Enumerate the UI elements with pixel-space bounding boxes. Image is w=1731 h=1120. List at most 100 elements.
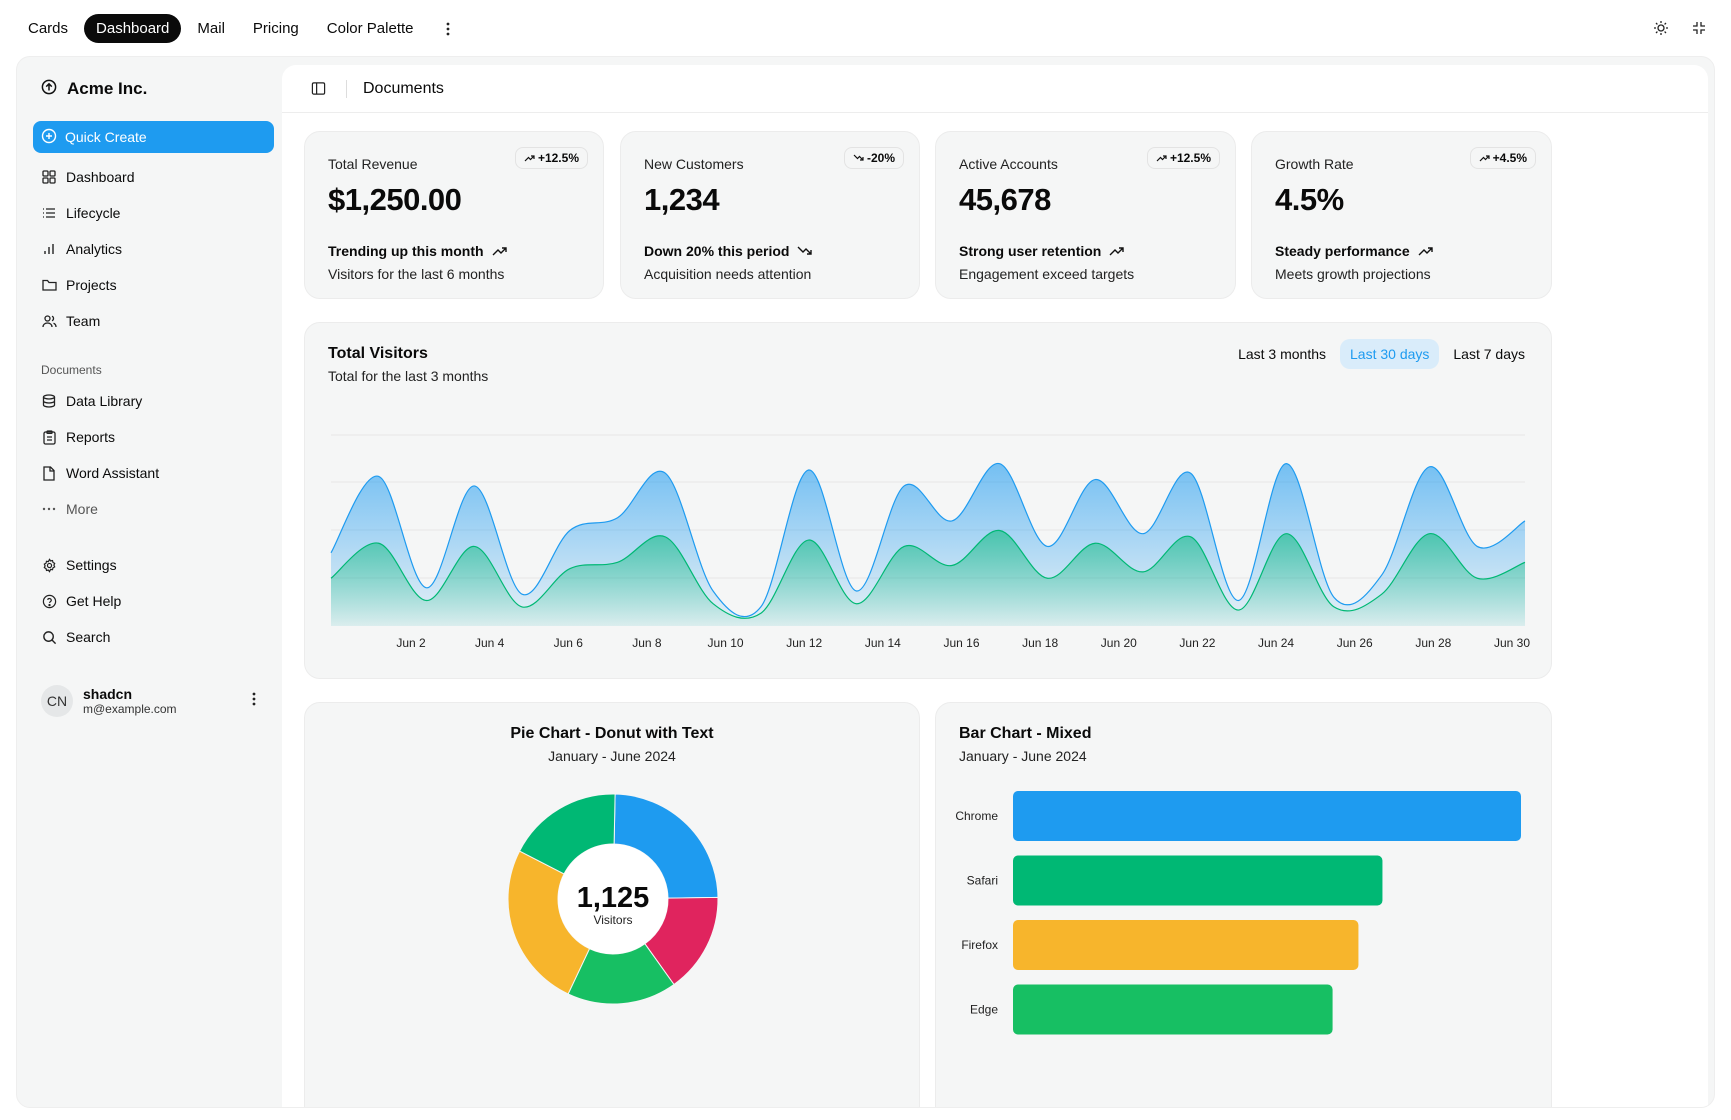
total-visitors-card: Total Visitors Total for the last 3 mont… xyxy=(304,322,1552,679)
sidebar-item-projects[interactable]: Projects xyxy=(33,267,266,303)
top-nav-mail[interactable]: Mail xyxy=(197,20,225,37)
stat-value: 45,678 xyxy=(959,182,1051,217)
sun-icon[interactable] xyxy=(1649,16,1673,40)
sidebar-item-team[interactable]: Team xyxy=(33,303,266,339)
x-tick-label: Jun 10 xyxy=(708,636,744,650)
sidebar-item-get-help[interactable]: Get Help xyxy=(33,583,266,619)
x-tick-label: Jun 24 xyxy=(1258,636,1294,650)
x-tick-label: Jun 28 xyxy=(1415,636,1451,650)
donut-total: 1,125 xyxy=(577,882,650,914)
donut-hole xyxy=(558,844,668,954)
app-frame: Acme Inc. Quick Create Dashboard Lifecyc… xyxy=(16,56,1715,1108)
stat-label: Growth Rate xyxy=(1275,156,1354,172)
stat-badge: +12.5% xyxy=(514,147,588,169)
quick-create-button[interactable]: Quick Create xyxy=(33,121,274,153)
bar-label: Safari xyxy=(967,874,998,888)
top-nav-cards[interactable]: Cards xyxy=(28,20,69,37)
more-vertical-icon[interactable] xyxy=(252,692,256,711)
chart-subtitle: January - June 2024 xyxy=(548,748,676,764)
bar-chart-card: Bar Chart - Mixed January - June 2024 Ch… xyxy=(935,702,1552,1107)
minimize-icon[interactable] xyxy=(1687,16,1711,40)
x-tick-label: Jun 4 xyxy=(475,636,505,650)
donut-chart: 1,125 Visitors xyxy=(507,793,719,1005)
bar-edge[interactable] xyxy=(1013,984,1333,1035)
pie-slice-safari[interactable] xyxy=(518,793,616,875)
sidebar-item-settings[interactable]: Settings xyxy=(33,547,266,583)
stat-trend-text: Trending up this month xyxy=(328,243,484,259)
sidebar-item-analytics[interactable]: Analytics xyxy=(33,231,266,267)
range-toggle-group: Last 3 months Last 30 days Last 7 days xyxy=(1228,339,1535,369)
bar-chart: Chrome Safari Firefox Edge xyxy=(955,791,1521,1035)
x-tick-label: Jun 20 xyxy=(1101,636,1137,650)
bar-label: Chrome xyxy=(955,809,998,823)
stat-badge-value: +12.5% xyxy=(1169,151,1211,165)
stat-trend-text: Strong user retention xyxy=(959,243,1102,259)
main-header: Documents xyxy=(282,65,1708,113)
top-nav-dashboard[interactable]: Dashboard xyxy=(84,14,182,43)
clipboard-icon xyxy=(41,429,57,445)
sidebar: Acme Inc. Quick Create Dashboard Lifecyc… xyxy=(17,57,282,1107)
stat-label: Total Revenue xyxy=(328,156,418,172)
range-last-7-days[interactable]: Last 7 days xyxy=(1453,346,1525,362)
sidebar-item-word-assistant[interactable]: Word Assistant xyxy=(33,455,266,491)
sidebar-item-label: Search xyxy=(66,629,111,645)
stat-trend-text: Steady performance xyxy=(1275,243,1410,259)
trending-up-icon xyxy=(1479,151,1490,165)
header-divider xyxy=(346,79,347,98)
brand[interactable]: Acme Inc. xyxy=(33,73,266,105)
sidebar-item-reports[interactable]: Reports xyxy=(33,419,266,455)
search-icon xyxy=(41,629,57,645)
stat-sub: Engagement exceed targets xyxy=(959,266,1135,282)
sidebar-bottom-nav: Settings Get Help Search xyxy=(33,547,266,655)
user-menu[interactable]: CN shadcn m@example.com xyxy=(33,679,266,723)
stat-sub: Visitors for the last 6 months xyxy=(328,266,505,282)
stat-badge: +12.5% xyxy=(1146,147,1220,169)
sidebar-item-label: More xyxy=(66,501,98,517)
quick-create-label: Quick Create xyxy=(65,129,147,145)
sidebar-toggle-icon[interactable] xyxy=(306,77,330,101)
sidebar-item-label: Projects xyxy=(66,277,117,293)
sidebar-item-dashboard[interactable]: Dashboard xyxy=(33,159,266,195)
top-nav-color-palette[interactable]: Color Palette xyxy=(326,20,414,37)
range-last-30-days[interactable]: Last 30 days xyxy=(1340,339,1440,369)
chart-title: Total Visitors xyxy=(328,345,428,362)
x-tick-label: Jun 12 xyxy=(786,636,822,650)
ellipsis-icon xyxy=(41,501,57,517)
sidebar-item-more[interactable]: More xyxy=(33,491,266,527)
gear-icon xyxy=(41,557,57,573)
stat-card-total-revenue: Total Revenue +12.5% $1,250.00 Trending … xyxy=(304,131,604,299)
range-last-3-months[interactable]: Last 3 months xyxy=(1238,346,1326,362)
stat-card-new-customers: New Customers -20% 1,234 Down 20% this p… xyxy=(620,131,920,299)
trending-down-icon xyxy=(853,151,864,165)
users-icon xyxy=(41,313,57,329)
stat-trend: Steady performance xyxy=(1275,243,1433,259)
top-nav-pricing[interactable]: Pricing xyxy=(252,20,299,37)
plus-circle-icon xyxy=(41,128,57,147)
donut-total-label: Visitors xyxy=(593,913,632,927)
x-tick-label: Jun 6 xyxy=(554,636,584,650)
bar-safari[interactable] xyxy=(1013,855,1383,906)
line-series-desktop xyxy=(330,463,1526,618)
stat-badge: +4.5% xyxy=(1469,147,1536,169)
sidebar-item-label: Word Assistant xyxy=(66,465,160,481)
help-icon xyxy=(41,593,57,609)
x-tick-label: Jun 22 xyxy=(1179,636,1215,650)
more-vertical-icon[interactable] xyxy=(436,15,460,43)
sidebar-item-search[interactable]: Search xyxy=(33,619,266,655)
folder-icon xyxy=(41,277,57,293)
user-name: shadcn xyxy=(83,686,133,702)
documents-section-label: Documents xyxy=(41,363,102,377)
bar-firefox[interactable] xyxy=(1013,920,1359,970)
sidebar-item-lifecycle[interactable]: Lifecycle xyxy=(33,195,266,231)
trending-up-icon xyxy=(1109,243,1125,259)
sidebar-item-data-library[interactable]: Data Library xyxy=(33,383,266,419)
stat-card-active-accounts: Active Accounts +12.5% 45,678 Strong use… xyxy=(935,131,1236,299)
sidebar-item-label: Get Help xyxy=(66,593,122,609)
bar-chrome[interactable] xyxy=(1013,791,1521,841)
sidebar-documents-nav: Data Library Reports Word Assistant More xyxy=(33,383,266,527)
stat-badge-value: +4.5% xyxy=(1492,151,1527,165)
sidebar-item-label: Settings xyxy=(66,557,117,573)
circle-arrow-up-icon xyxy=(41,79,57,100)
trending-down-icon xyxy=(797,243,813,259)
sidebar-item-label: Dashboard xyxy=(66,169,135,185)
